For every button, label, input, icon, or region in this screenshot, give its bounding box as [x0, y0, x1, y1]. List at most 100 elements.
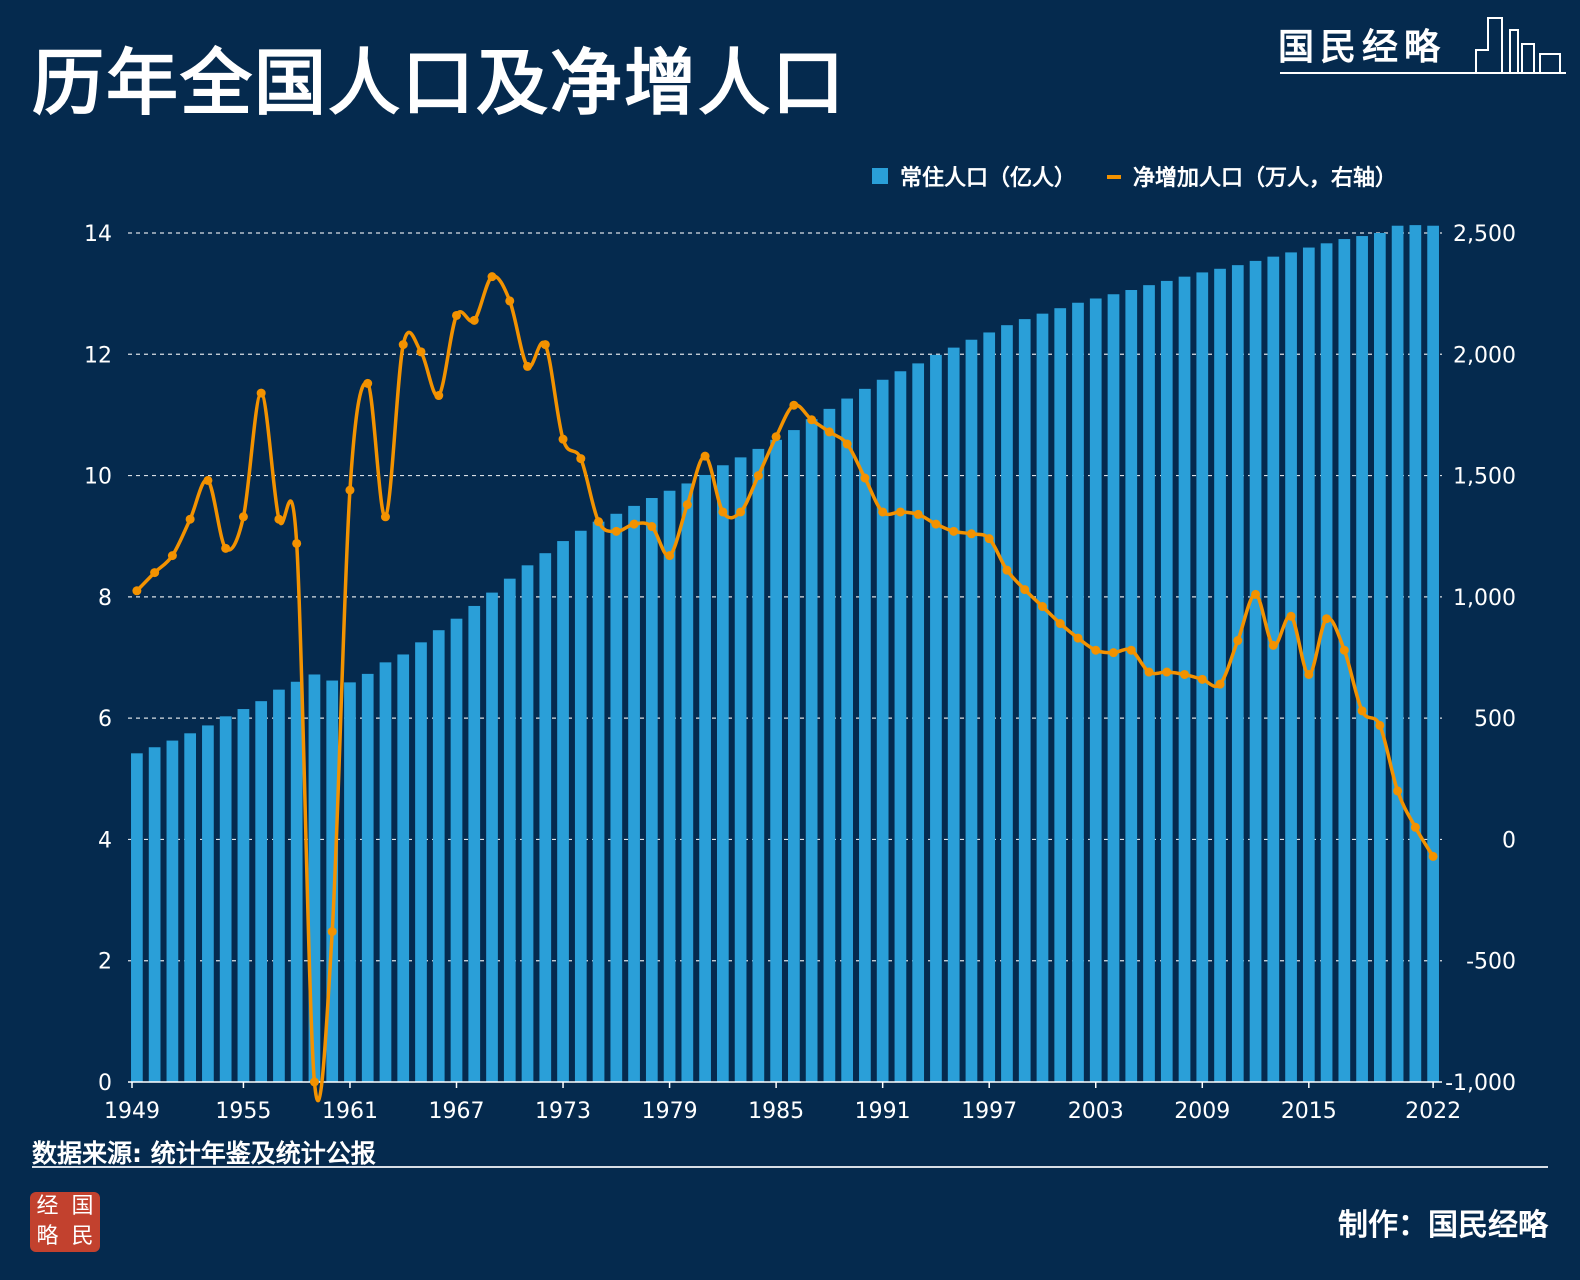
net-increase-point	[824, 427, 834, 437]
population-bar	[450, 618, 463, 1082]
y-left-tick-label: 14	[84, 222, 112, 247]
y-right-tick-label: 1,000	[1453, 586, 1516, 611]
population-bar	[628, 505, 640, 1083]
y-right-tick-label: -500	[1466, 950, 1516, 975]
y-left-tick-label: 10	[84, 465, 112, 490]
net-increase-point	[931, 519, 941, 529]
y-right-tick-label: 2,500	[1453, 222, 1516, 247]
population-bar	[965, 339, 978, 1082]
population-bar	[788, 430, 800, 1082]
net-increase-point	[238, 512, 248, 522]
net-increase-point	[292, 538, 302, 548]
net-increase-point	[718, 507, 728, 517]
population-bar	[859, 388, 871, 1082]
net-increase-point	[167, 551, 177, 561]
net-increase-point	[1002, 565, 1012, 575]
net-increase-point	[1109, 648, 1118, 658]
x-tick-label: 2009	[1174, 1099, 1230, 1124]
population-bar	[823, 408, 836, 1083]
population-bar	[397, 654, 410, 1082]
net-increase-point	[309, 1077, 319, 1087]
net-increase-point	[452, 310, 461, 320]
seal-char: 国	[71, 1194, 94, 1219]
net-increase-point	[487, 272, 497, 282]
y-right-tick-label: 2,000	[1453, 343, 1516, 368]
net-increase-point	[256, 388, 266, 398]
net-increase-point	[1180, 669, 1190, 679]
population-bar	[1018, 319, 1031, 1082]
x-tick-label: 1967	[429, 1099, 485, 1124]
legend-bar-swatch	[872, 168, 888, 184]
population-bar	[468, 605, 481, 1082]
net-increase-point	[1410, 822, 1420, 832]
data-source: 数据来源: 统计年鉴及统计公报	[32, 1139, 376, 1168]
population-bar	[219, 716, 232, 1082]
net-increase-point	[1268, 640, 1278, 650]
population-bar	[912, 363, 925, 1082]
population-bar	[734, 457, 747, 1083]
net-increase-point	[665, 551, 675, 561]
x-tick-label: 1991	[855, 1099, 911, 1124]
net-increase-point	[434, 391, 444, 401]
y-left-tick-label: 4	[98, 828, 112, 853]
net-increase-point	[913, 509, 923, 519]
net-increase-point	[1091, 645, 1101, 655]
population-bar	[930, 354, 942, 1082]
net-increase-point	[1055, 619, 1065, 629]
population-bar	[326, 680, 339, 1082]
population-bar	[1302, 247, 1315, 1082]
y-right-tick-label: 500	[1474, 707, 1516, 732]
net-increase-point	[1215, 679, 1225, 689]
net-increase-point	[469, 315, 479, 325]
population-bar	[1285, 252, 1297, 1083]
population-bar	[699, 474, 711, 1083]
x-tick-label: 1979	[642, 1099, 698, 1124]
net-increase-point	[700, 451, 710, 461]
population-bar	[645, 498, 658, 1082]
net-increase-point	[1037, 602, 1047, 612]
x-tick-label: 1973	[535, 1099, 591, 1124]
population-bar	[1001, 325, 1013, 1082]
population-bar	[876, 379, 889, 1082]
x-tick-label: 2022	[1405, 1099, 1461, 1124]
brand-name: 国民经略	[1278, 26, 1447, 68]
population-bar	[557, 541, 569, 1082]
net-increase-point	[132, 586, 142, 596]
population-bar	[1072, 302, 1084, 1083]
population-bar	[1338, 239, 1351, 1083]
population-bar	[1160, 280, 1173, 1082]
net-increase-point	[647, 522, 657, 532]
x-tick-label: 1985	[748, 1099, 804, 1124]
population-bar	[947, 347, 960, 1082]
population-bar	[290, 681, 303, 1082]
population-bar	[841, 398, 854, 1082]
population-bar	[983, 332, 996, 1082]
net-increase-point	[949, 526, 959, 536]
population-bar	[344, 682, 356, 1082]
net-increase-point	[1357, 706, 1367, 716]
y-left-tick-label: 6	[98, 707, 112, 732]
population-bar	[1391, 225, 1404, 1083]
net-increase-point	[860, 473, 870, 483]
net-increase-point	[1339, 645, 1349, 655]
population-bar	[1320, 243, 1333, 1082]
population-bar	[237, 709, 250, 1082]
population-bar	[1356, 236, 1368, 1083]
net-increase-point	[1162, 667, 1172, 677]
x-tick-label: 1961	[322, 1099, 378, 1124]
y-right-tick-label: 0	[1502, 828, 1516, 853]
population-bar	[1054, 308, 1067, 1082]
population-bar	[1107, 294, 1120, 1082]
population-bar	[592, 521, 605, 1082]
population-bar	[894, 371, 907, 1082]
population-bar	[752, 448, 765, 1083]
net-increase-point	[1251, 589, 1261, 599]
net-increase-point	[789, 400, 799, 410]
population-bar	[415, 642, 427, 1082]
net-increase-point	[203, 475, 213, 485]
brand-logo: 国民经略	[1278, 10, 1568, 76]
brand-seal: 经 国 略 民	[30, 1192, 100, 1252]
population-bar	[1036, 313, 1049, 1082]
x-tick-label: 1997	[961, 1099, 1017, 1124]
y-right-tick-label: -1,000	[1445, 1071, 1516, 1096]
